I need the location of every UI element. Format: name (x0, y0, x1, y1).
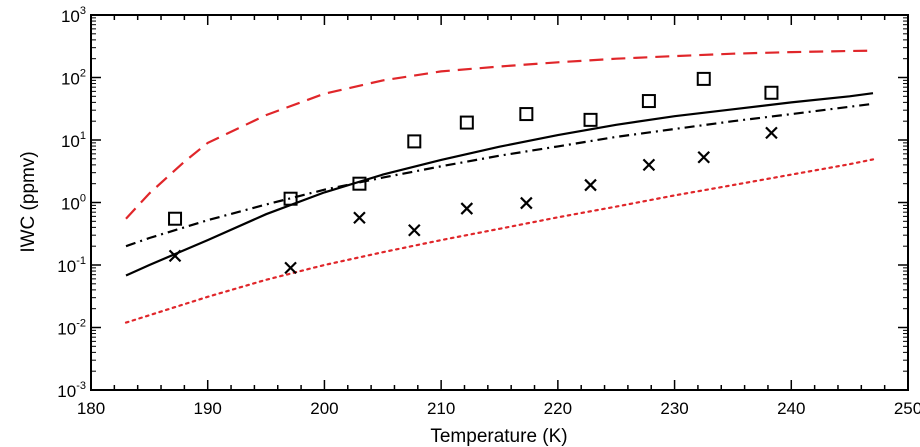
x-tick-label: 180 (77, 399, 105, 418)
x-tick-label: 200 (310, 399, 338, 418)
dash-dot-curve (125, 102, 874, 248)
x-tick-label: 190 (194, 399, 222, 418)
x-tick-labels: 180 190 200 210 220 230 240 250 (77, 399, 920, 418)
square-marker (696, 71, 711, 86)
x-tick-label: 250 (894, 399, 920, 418)
x-marker (284, 261, 297, 275)
x-tick-label: 210 (427, 399, 455, 418)
x-tick-label: 220 (544, 399, 572, 418)
x-marker (697, 150, 711, 164)
x-marker (408, 223, 421, 237)
x-marker (642, 158, 656, 172)
solid-curve (125, 92, 874, 277)
y-tick-label: 102 (61, 68, 86, 89)
x-marker (584, 178, 597, 192)
y-tick-label: 103 (61, 5, 86, 26)
x-marker (460, 202, 474, 215)
square-marker (283, 191, 298, 206)
x-marker (168, 249, 182, 263)
y-tick-labels: 10-3 10-2 10-1 100 101 102 103 (57, 5, 86, 401)
x-tick-label: 230 (660, 399, 688, 418)
square-marker (459, 115, 474, 130)
square-marker (583, 112, 598, 127)
y-tick-label: 10-1 (57, 255, 86, 276)
square-marker (168, 211, 183, 226)
series-lines (124, 49, 875, 324)
y-tick-label: 10-2 (57, 318, 86, 339)
square-marker (641, 94, 656, 109)
y-tick-label: 100 (61, 193, 86, 214)
series-markers (168, 71, 779, 275)
x-tick-label: 240 (777, 399, 805, 418)
plot-frame (90, 14, 909, 391)
x-axis-title: Temperature (K) (430, 426, 567, 447)
x-marker (353, 211, 366, 225)
red-dashed-curve (125, 49, 874, 220)
square-marker (352, 176, 367, 191)
x-marker (765, 126, 778, 140)
square-marker (519, 107, 534, 122)
y-tick-label: 10-3 (57, 380, 86, 401)
square-marker (764, 85, 779, 100)
x-marker (520, 196, 533, 210)
y-axis-title: IWC (ppmv) (18, 151, 39, 252)
red-dotted-curve (124, 158, 875, 324)
axis-ticks (90, 14, 909, 391)
square-marker (407, 134, 422, 149)
y-tick-label: 101 (61, 130, 86, 151)
